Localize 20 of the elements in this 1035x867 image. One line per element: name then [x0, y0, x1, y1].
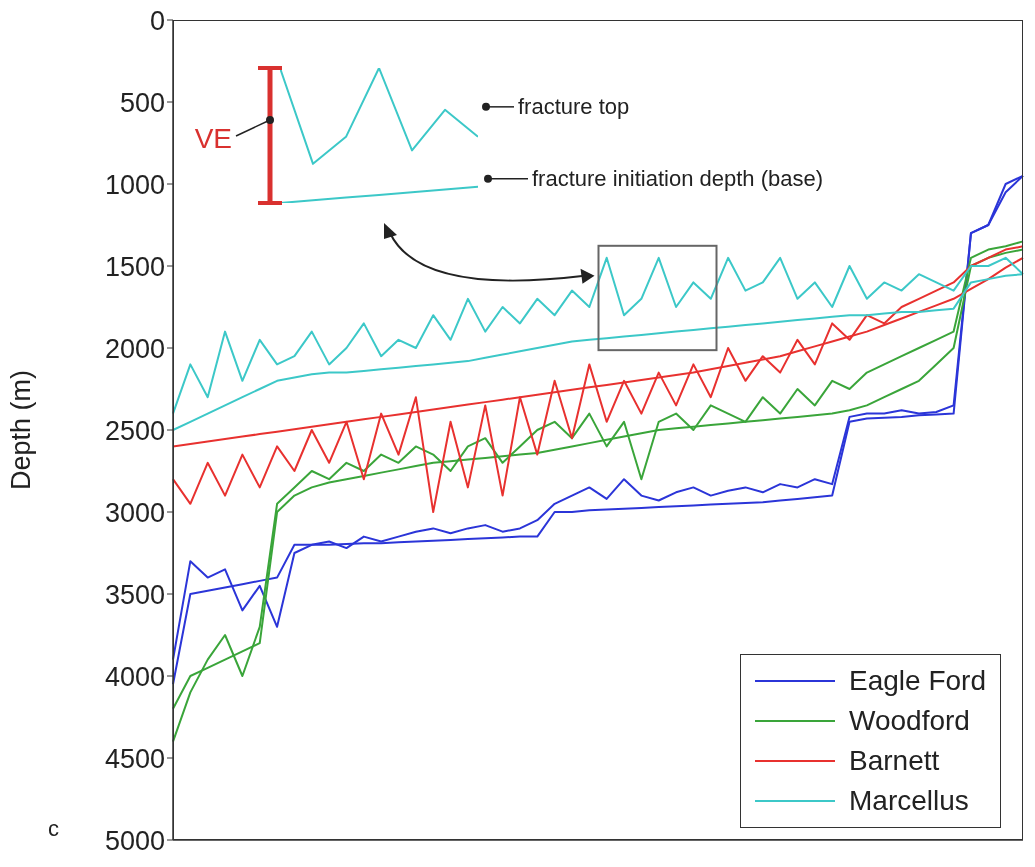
y-tick-label: 5000 [104, 825, 165, 856]
text: c [48, 816, 59, 841]
y-tick-label: 2500 [104, 415, 165, 446]
legend-label: Barnett [849, 745, 940, 777]
legend-label: Eagle Ford [849, 665, 986, 697]
y-tick-label: 3500 [104, 579, 165, 610]
y-tick-label: 1500 [104, 251, 165, 282]
y-tick-label: 1000 [104, 169, 165, 200]
y-tick-label: 3000 [104, 497, 165, 528]
legend-label: Marcellus [849, 785, 969, 817]
y-tick-label: 4000 [104, 661, 165, 692]
y-axis-title: Depth (m) [5, 369, 36, 491]
annotation: fracture initiation depth (base) [532, 165, 824, 191]
annotation: VE [194, 123, 232, 154]
y-tick-label: 4500 [104, 743, 165, 774]
y-tick-label: 500 [119, 87, 165, 118]
y-tick-label: 2000 [104, 333, 165, 364]
annotation: fracture top [518, 93, 630, 119]
legend-label: Woodford [849, 705, 970, 737]
y-tick-label: 0 [149, 5, 165, 36]
